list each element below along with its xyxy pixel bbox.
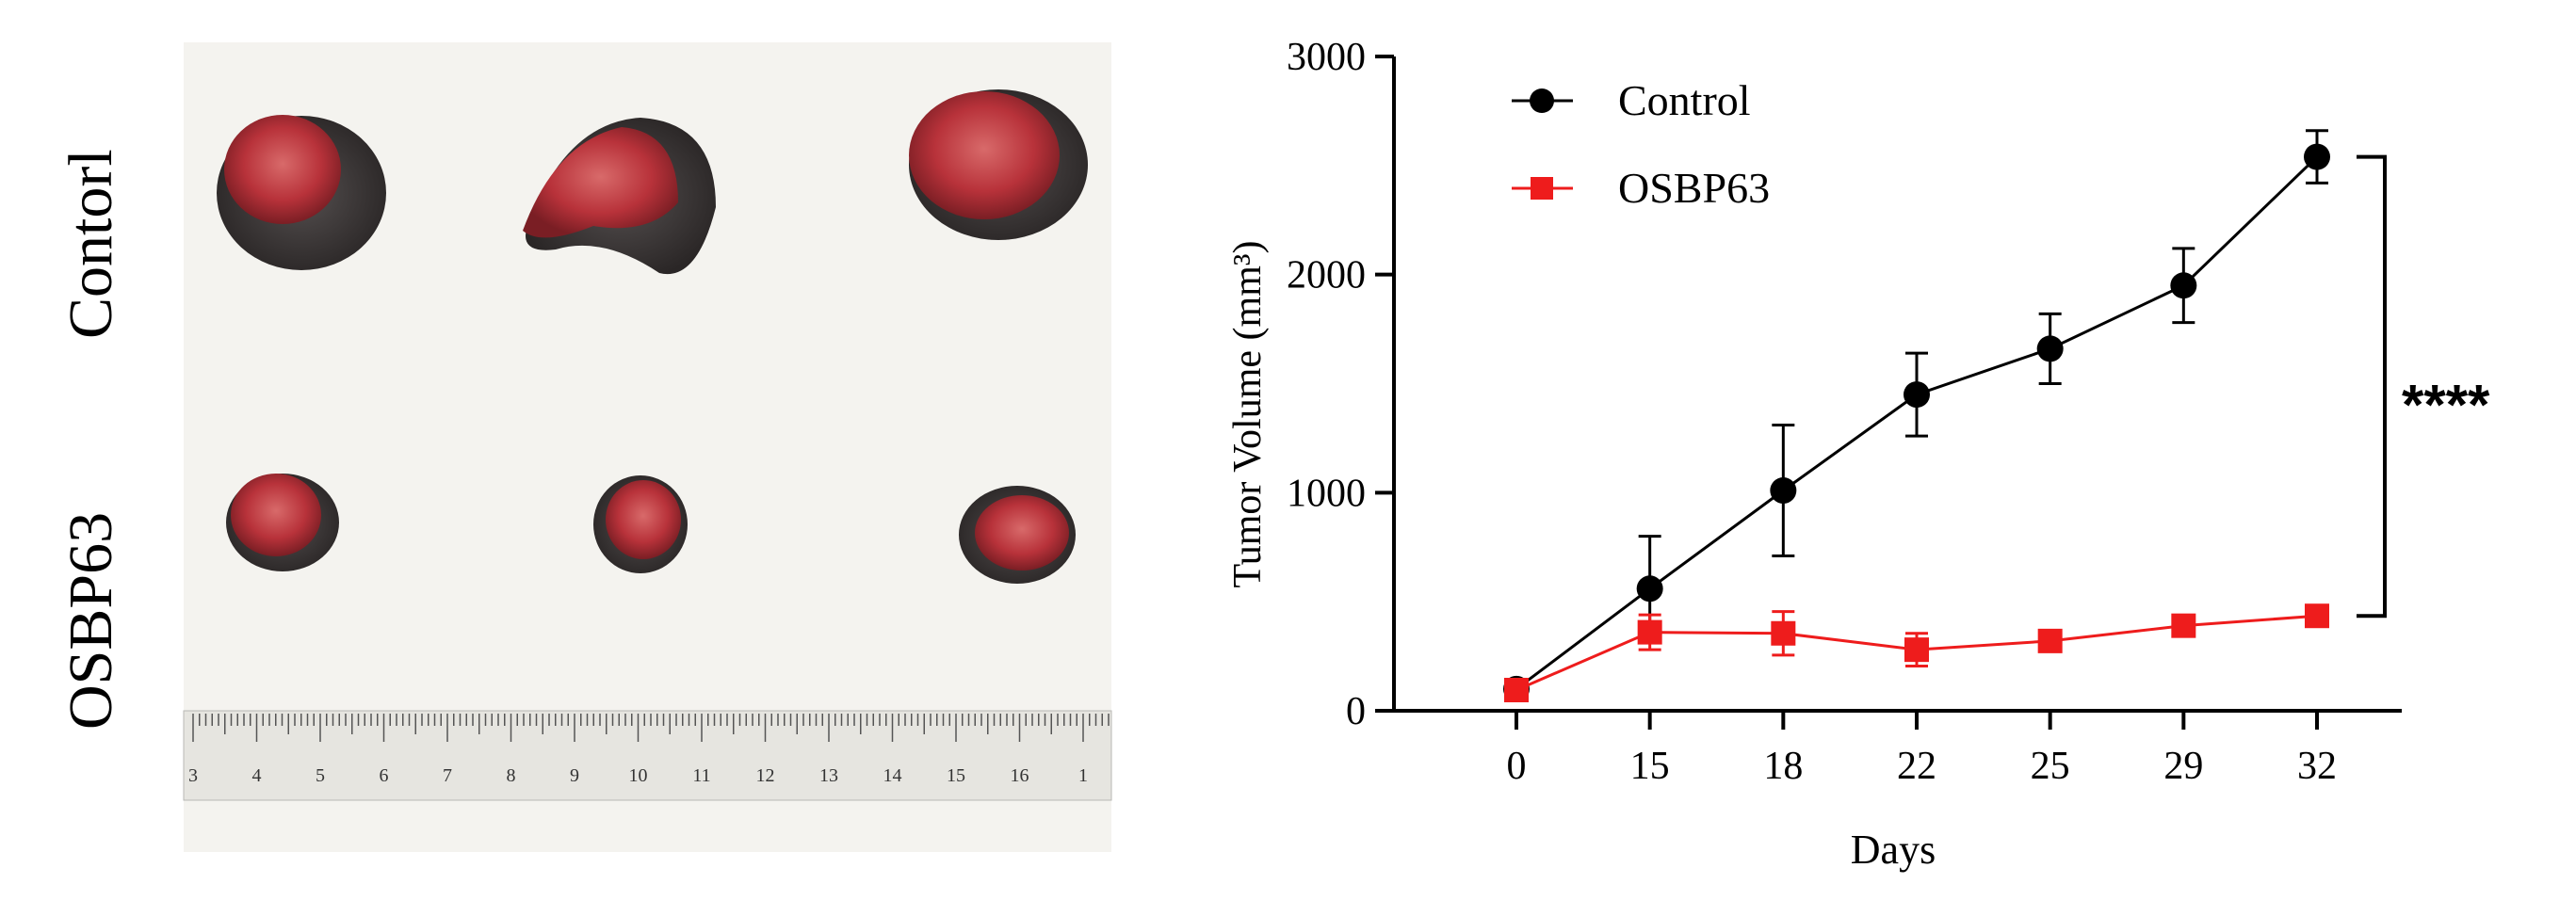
row-label-control: Contorl <box>57 149 125 339</box>
tumor-volume-chart: Tumor Volume (mm³) Days 0 1000 2000 3000 0 15… <box>1140 0 2576 911</box>
data-point <box>1771 620 1796 646</box>
data-point <box>2304 143 2330 170</box>
ruler-number: 16 <box>1011 765 1029 786</box>
legend-item-osbp63: OSBP63 <box>1512 164 1770 212</box>
ruler-number: 15 <box>947 765 965 786</box>
ruler-number: 1 <box>1078 765 1088 786</box>
tumor-osbp63-2 <box>593 475 688 573</box>
y-axis-title: Tumor Volume (mm³) <box>1226 241 1270 588</box>
tumor-control-2 <box>523 118 716 275</box>
ruler: 3 4 5 6 7 8 9 10 11 12 13 14 15 16 1 <box>183 710 1112 801</box>
ruler-number: 4 <box>252 765 262 786</box>
ruler-number: 11 <box>692 765 710 786</box>
y-tick-label: 1000 <box>1287 472 1366 515</box>
plot-area <box>1503 129 2330 702</box>
y-tick-label: 0 <box>1346 690 1366 733</box>
x-tick-label: 0 <box>1507 745 1527 788</box>
significance-bracket: **** <box>2357 154 2490 619</box>
data-point <box>2037 628 2063 653</box>
tumor-photo-panel: 3 4 5 6 7 8 9 10 11 12 13 14 15 16 1 Contorl OSBP63 <box>0 0 1140 911</box>
y-tick-label: 2000 <box>1287 254 1366 297</box>
data-point <box>1637 619 1662 645</box>
x-tick-label: 29 <box>2163 745 2203 788</box>
x-tick-label: 18 <box>1763 745 1803 788</box>
significance-label: **** <box>2402 373 2490 436</box>
x-tick-label: 22 <box>1897 745 1936 788</box>
tumor-osbp63-1 <box>226 474 339 571</box>
ruler-number: 9 <box>570 765 579 786</box>
x-tick-label: 25 <box>2031 745 2070 788</box>
ruler-number: 12 <box>756 765 775 786</box>
series-osbp63 <box>1504 603 2329 702</box>
ruler-number: 6 <box>380 765 389 786</box>
ruler-number: 10 <box>629 765 648 786</box>
ruler-number: 13 <box>819 765 838 786</box>
x-tick-label: 15 <box>1630 745 1670 788</box>
tumor-osbp63-3 <box>959 486 1076 584</box>
series-control <box>1503 129 2330 702</box>
legend-label-control: Control <box>1618 76 1751 124</box>
data-point <box>1636 575 1663 603</box>
data-point <box>2305 603 2329 629</box>
ruler-number: 3 <box>188 765 198 786</box>
row-label-osbp63: OSBP63 <box>57 512 125 730</box>
data-point <box>1504 677 1529 702</box>
data-point <box>1904 381 1930 409</box>
ruler-number: 8 <box>507 765 516 786</box>
tumor-control-3 <box>909 89 1088 240</box>
data-point <box>1770 477 1797 505</box>
axes: 0 1000 2000 3000 0 15 18 22 25 29 32 <box>1287 36 2402 788</box>
data-point <box>2036 335 2064 362</box>
legend: Control OSBP63 <box>1512 76 1770 212</box>
data-point <box>1904 637 1929 663</box>
x-axis-title: Days <box>1851 827 1936 873</box>
ruler-number: 14 <box>883 765 902 786</box>
x-tick-label: 32 <box>2297 745 2337 788</box>
legend-item-control: Control <box>1512 76 1751 124</box>
data-point <box>2171 613 2196 638</box>
legend-label-osbp63: OSBP63 <box>1618 164 1770 212</box>
data-point <box>2170 272 2197 299</box>
ruler-number: 7 <box>443 765 452 786</box>
tumor-control-1 <box>217 115 386 270</box>
ruler-number: 5 <box>316 765 325 786</box>
y-tick-label: 3000 <box>1287 36 1366 79</box>
